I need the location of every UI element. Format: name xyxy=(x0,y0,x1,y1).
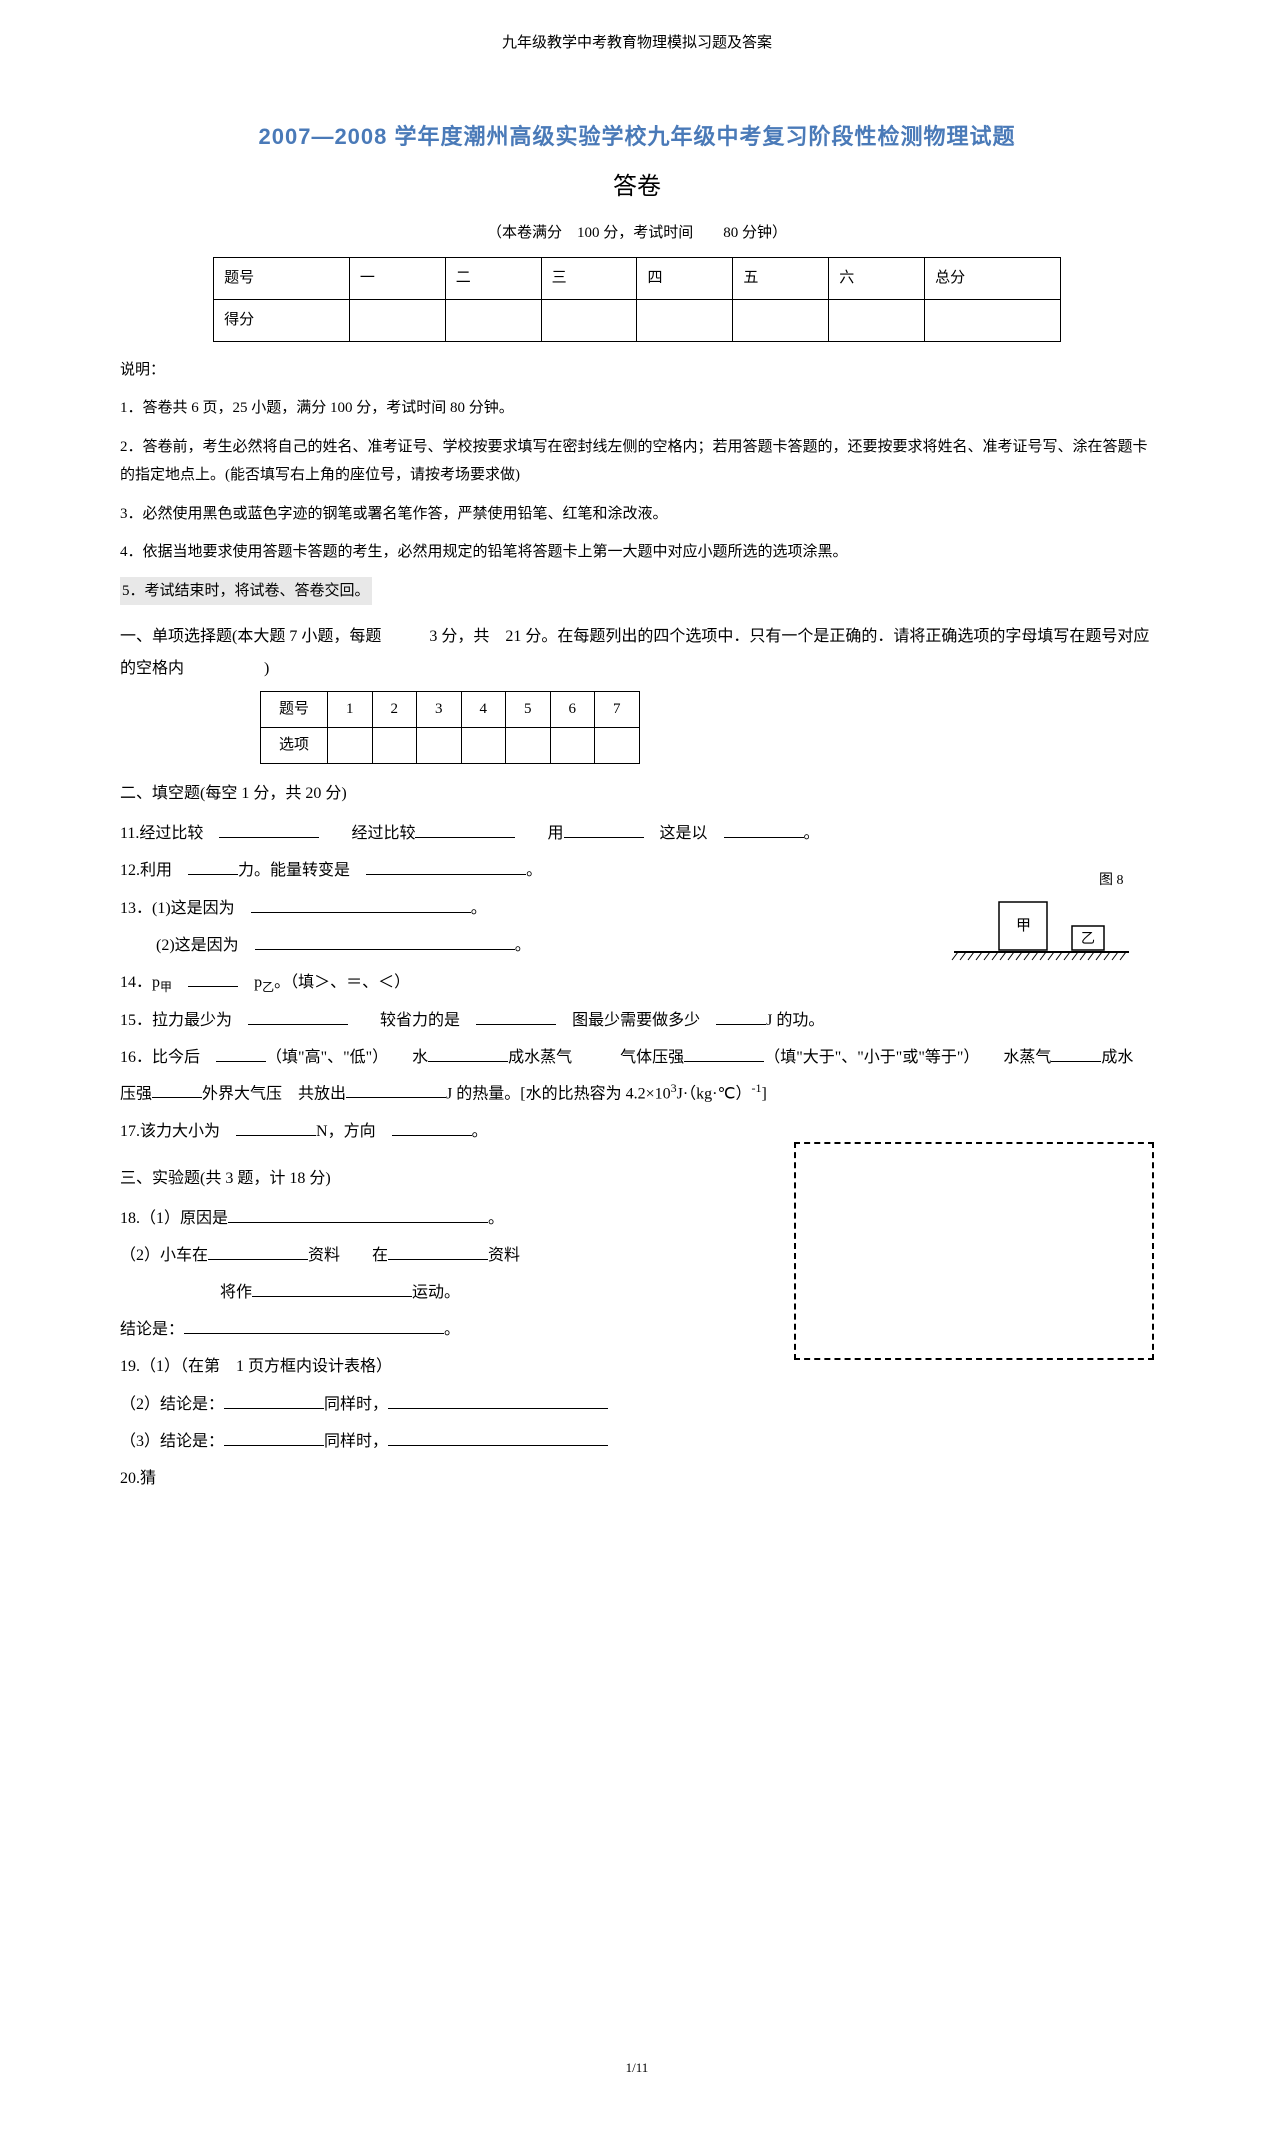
table-row: 题号 1 2 3 4 5 6 7 xyxy=(261,692,640,728)
cell: 选项 xyxy=(261,728,328,764)
exam-subtitle: 答卷 xyxy=(120,165,1154,208)
table-row: 题号 一 二 三 四 五 六 总分 xyxy=(214,257,1061,299)
section1-title: 一、单项选择题(本大题 7 小题，每题 3 分，共 21 分。在每题列出的四个选… xyxy=(120,621,1154,685)
instructions-block: 说明： 1．答卷共 6 页，25 小题，满分 100 分，考试时间 80 分钟。… xyxy=(120,356,1154,606)
instructions-label: 说明： xyxy=(120,356,1154,385)
fig8-jia: 甲 xyxy=(1016,918,1031,934)
q16: 16．比今后 （填"高"、"低"） 水成水蒸气 气体压强（填"大于"、"小于"或… xyxy=(120,1040,1154,1112)
cell: 3 xyxy=(417,692,462,728)
page-header-small: 九年级教学中考教育物理模拟习题及答案 xyxy=(120,30,1154,57)
table-row: 选项 xyxy=(261,728,640,764)
q11: 11.经过比较 经过比较 用 这是以 。 xyxy=(120,816,1154,851)
q19-2: （2）结论是：同样时， xyxy=(120,1387,1154,1422)
table-row: 得分 xyxy=(214,299,1061,341)
cell: 5 xyxy=(506,692,551,728)
fig8-yi: 乙 xyxy=(1081,931,1095,947)
cell: 6 xyxy=(550,692,595,728)
cell: 五 xyxy=(733,257,829,299)
figure-8: 图 8 甲 乙 xyxy=(944,872,1134,964)
cell: 六 xyxy=(829,257,925,299)
section2-title: 二、填空题(每空 1 分，共 20 分) xyxy=(120,778,1154,810)
instruction-item: 2．答卷前，考生必然将自己的姓名、准考证号、学校按要求填写在密封线左侧的空格内；… xyxy=(120,433,1154,490)
cell: 1 xyxy=(328,692,373,728)
q20: 20.猜 xyxy=(120,1461,1154,1496)
q19-3: （3）结论是：同样时， xyxy=(120,1424,1154,1459)
cell: 题号 xyxy=(214,257,350,299)
page-number: 1/11 xyxy=(120,2056,1154,2079)
cell: 四 xyxy=(637,257,733,299)
cell: 题号 xyxy=(261,692,328,728)
cell: 2 xyxy=(372,692,417,728)
exam-title: 2007—2008 学年度潮州高级实验学校九年级中考复习阶段性检测物理试题 xyxy=(120,117,1154,157)
cell: 得分 xyxy=(214,299,350,341)
q14: 14．p甲 p乙。（填＞、＝、＜） xyxy=(120,965,1154,1001)
instruction-item: 3．必然使用黑色或蓝色字迹的钢笔或署名笔作答，严禁使用铅笔、红笔和涂改液。 xyxy=(120,500,1154,529)
fig8-label: 图 8 xyxy=(1099,873,1124,888)
cell: 三 xyxy=(541,257,637,299)
cell: 总分 xyxy=(925,257,1061,299)
q15: 15．拉力最少为 较省力的是 图最少需要做多少 J 的功。 xyxy=(120,1003,1154,1038)
answer-table: 题号 1 2 3 4 5 6 7 选项 xyxy=(260,691,640,764)
cell: 7 xyxy=(595,692,640,728)
exam-info: （本卷满分 100 分，考试时间 80 分钟） xyxy=(120,220,1154,247)
design-table-box xyxy=(794,1142,1154,1360)
cell: 二 xyxy=(445,257,541,299)
instruction-item: 5．考试结束时，将试卷、答卷交回。 xyxy=(120,577,1154,606)
cell: 一 xyxy=(349,257,445,299)
instruction-item: 1．答卷共 6 页，25 小题，满分 100 分，考试时间 80 分钟。 xyxy=(120,394,1154,423)
instruction-item: 4．依据当地要求使用答题卡答题的考生，必然用规定的铅笔将答题卡上第一大题中对应小… xyxy=(120,538,1154,567)
cell: 4 xyxy=(461,692,506,728)
score-table: 题号 一 二 三 四 五 六 总分 得分 xyxy=(213,257,1061,342)
